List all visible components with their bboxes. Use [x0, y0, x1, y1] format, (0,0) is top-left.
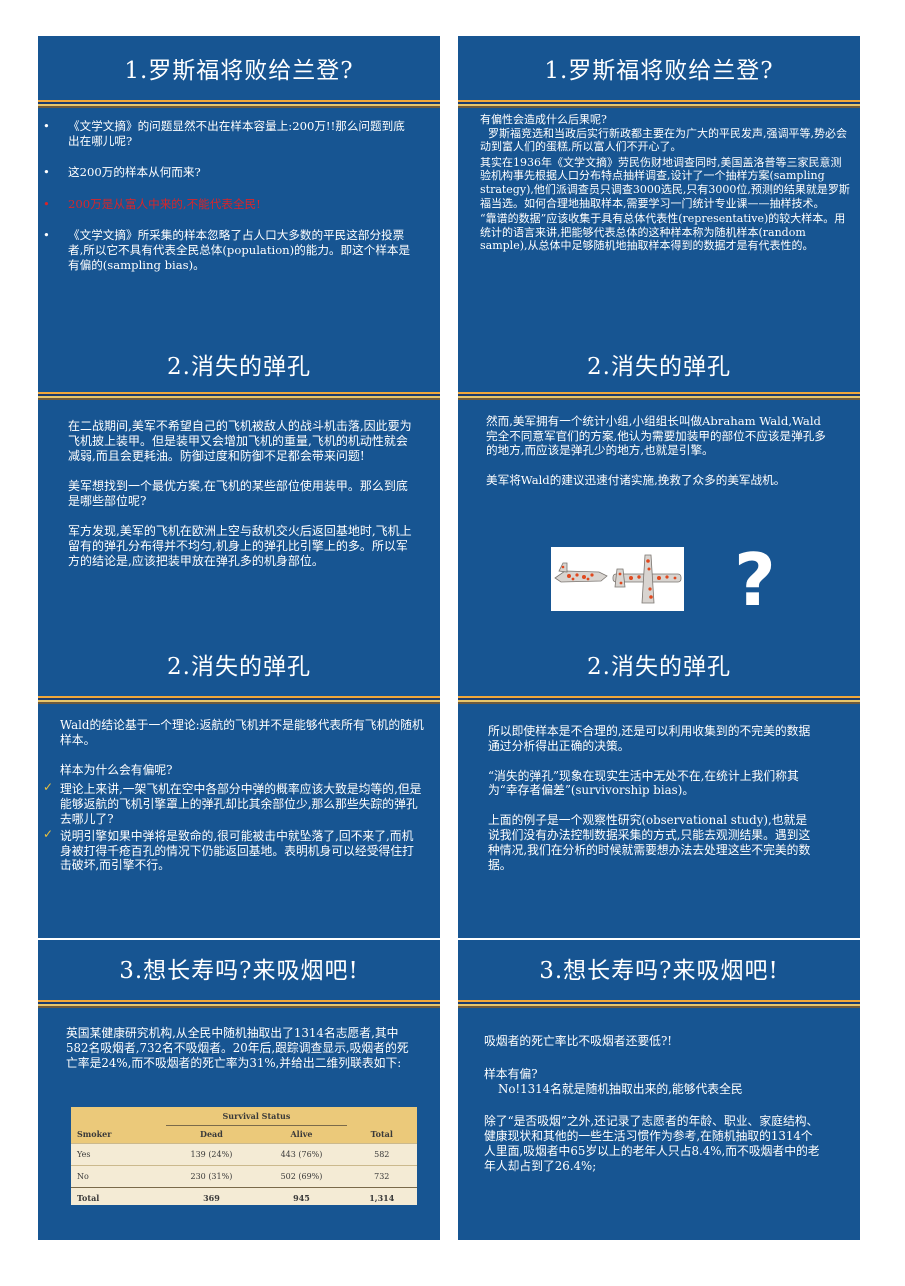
table-cell: 732 — [374, 1172, 390, 1181]
slide-title: 1.罗斯福将败给兰登? — [544, 58, 774, 84]
table-cell: No — [77, 1172, 89, 1181]
paragraph: 样本为什么会有偏呢? — [60, 762, 173, 777]
paragraph: “消失的弹孔”现象在现实生活中无处不在,在统计上我们称其为“幸存者偏差”(sur… — [488, 768, 799, 798]
table-group-header: Survival Status — [166, 1107, 347, 1126]
bullet-text: 这200万的样本从何而来? — [68, 165, 201, 180]
check-icon: ✓ — [43, 826, 54, 841]
paragraph: 所以即使样本是不合理的,还是可以利用收集到的不完美的数据通过分析得出正确的决策。 — [488, 724, 811, 753]
slide-body: 然而,美军拥有一个统计小组,小组组长叫做Abraham Wald,Wald完全不… — [458, 414, 860, 487]
slide-body: 所以即使样本是不合理的,还是可以利用收集到的不完美的数据通过分析得出正确的决策。… — [458, 724, 860, 872]
bomber-diagram-icon — [554, 554, 682, 604]
paragraph: 然而,美军拥有一个统计小组,小组组长叫做Abraham Wald,Wald完全不… — [486, 414, 826, 458]
title-divider — [38, 392, 440, 400]
slide-4: 2.消失的弹孔 然而,美军拥有一个统计小组,小组组长叫做Abraham Wald… — [458, 336, 860, 636]
aircraft-damage-image — [551, 547, 684, 611]
bullet-item-highlight: • 200万是从富人中来的,不能代表全民! — [38, 197, 440, 212]
slide-title: 1.罗斯福将败给兰登? — [124, 58, 354, 84]
bullet-item: • 《文学文摘》的问题显然不出在样本容量上:200万!!那么问题到底出在哪儿呢? — [38, 119, 440, 148]
paragraph: No!1314名就是随机抽取出来的,能够代表全民 — [498, 1081, 743, 1096]
table-header: Dead — [200, 1129, 223, 1140]
bullet-text: 《文学文摘》所采集的样本忽略了占人口大多数的平民这部分投票者,所以它不具有代表全… — [68, 228, 411, 272]
title-divider — [38, 100, 440, 108]
table-total-row: Total 369 945 1,314 — [71, 1187, 417, 1209]
slide-title: 3.想长寿吗?来吸烟吧! — [539, 958, 779, 984]
slide-body: 在二战期间,美军不希望自己的飞机被敌人的战斗机击落,因此要为飞机披上装甲。但是装… — [38, 419, 440, 569]
table-cell: Total — [77, 1193, 100, 1203]
title-divider — [458, 1000, 860, 1008]
table-row: Yes 139 (24%) 443 (76%) 582 — [71, 1143, 417, 1166]
title-divider — [38, 1000, 440, 1008]
table-cell: 1,314 — [369, 1193, 395, 1203]
check-item: ✓ 理论上来讲,一架飞机在空中各部分中弹的概率应该大致是均等的,但是能够返航的飞… — [43, 780, 424, 826]
table-cell: 582 — [374, 1150, 390, 1159]
paragraph: 有偏性会造成什么后果呢? — [480, 113, 607, 126]
title-divider — [458, 696, 860, 704]
check-icon: ✓ — [43, 780, 54, 795]
slide-body: Wald的结论基于一个理论:返航的飞机并不是能够代表所有飞机的随机样本。 样本为… — [38, 718, 440, 873]
table-cell: 443 (76%) — [280, 1150, 323, 1159]
paragraph: 除了“是否吸烟”之外,还记录了志愿者的年龄、职业、家庭结构、健康现状和其他的一些… — [484, 1114, 820, 1173]
check-text: 说明引擎如果中弹将是致命的,很可能被击中就坠落了,回不来了,而机身被打得千疮百孔… — [60, 828, 414, 873]
question-mark: ? — [734, 538, 776, 622]
table-header: Total — [370, 1129, 393, 1139]
table-row: No 230 (31%) 502 (69%) 732 — [71, 1165, 417, 1188]
paragraph: 美军将Wald的建议迅速付诸实施,挽救了众多的美军战机。 — [486, 472, 786, 487]
bullet-item: • 《文学文摘》所采集的样本忽略了占人口大多数的平民这部分投票者,所以它不具有代表… — [38, 228, 440, 272]
slide-body: 英国某健康研究机构,从全民中随机抽取出了1314名志愿者,其中582名吸烟者,7… — [38, 1026, 440, 1070]
paragraph: 美军想找到一个最优方案,在飞机的某些部位使用装甲。那么到底是哪些部位呢? — [68, 479, 408, 508]
bullet-marker: • — [43, 228, 50, 243]
check-text: 理论上来讲,一架飞机在空中各部分中弹的概率应该大致是均等的,但是能够返航的飞机引… — [60, 782, 422, 826]
table-header: Smoker — [77, 1129, 112, 1139]
bullet-text: 《文学文摘》的问题显然不出在样本容量上:200万!!那么问题到底出在哪儿呢? — [68, 119, 405, 148]
table-cell: Yes — [77, 1150, 91, 1159]
paragraph: 吸烟者的死亡率比不吸烟者还要低?! — [484, 1034, 673, 1048]
bullet-item: • 这200万的样本从何而来? — [38, 165, 440, 180]
survival-table: Survival Status Smoker Dead Alive Total … — [71, 1107, 417, 1205]
paragraph: 其实在1936年《文学文摘》劳民伤财地调查同时,美国盖洛普等三家民意测验机构事先… — [480, 155, 850, 210]
paragraph: Wald的结论基于一个理论:返航的飞机并不是能够代表所有飞机的随机样本。 — [60, 718, 424, 747]
table-header: Alive — [290, 1129, 313, 1140]
table-cell: 945 — [293, 1193, 310, 1203]
paragraph: 军方发现,美军的飞机在欧洲上空与敌机交火后返回基地时,飞机上留有的弹孔分布得并不… — [68, 524, 412, 568]
paragraph: 上面的例子是一个观察性研究(observational study),也就是说我… — [488, 813, 811, 872]
slide-7: 3.想长寿吗?来吸烟吧! 英国某健康研究机构,从全民中随机抽取出了1314名志愿… — [38, 940, 440, 1240]
title-divider — [38, 696, 440, 704]
bullet-marker: • — [43, 196, 50, 211]
paragraph: 在二战期间,美军不希望自己的飞机被敌人的战斗机击落,因此要为飞机披上装甲。但是装… — [68, 419, 412, 463]
slide-title: 3.想长寿吗?来吸烟吧! — [119, 958, 359, 984]
slide-6: 2.消失的弹孔 所以即使样本是不合理的,还是可以利用收集到的不完美的数据通过分析… — [458, 636, 860, 938]
slide-body: • 《文学文摘》的问题显然不出在样本容量上:200万!!那么问题到底出在哪儿呢? … — [38, 119, 440, 272]
table-cell: 139 (24%) — [190, 1150, 233, 1159]
paragraph: “靠谱的数据”应该收集于具有总体代表性(representative)的较大样本… — [480, 212, 846, 253]
bullet-marker: • — [43, 119, 50, 133]
check-item: ✓ 说明引擎如果中弹将是致命的,很可能被击中就坠落了,回不来了,而机身被打得千疮… — [43, 827, 424, 873]
slide-5: 2.消失的弹孔 Wald的结论基于一个理论:返航的飞机并不是能够代表所有飞机的随… — [38, 636, 440, 938]
slide-1: 1.罗斯福将败给兰登? • 《文学文摘》的问题显然不出在样本容量上:200万!!那… — [38, 36, 440, 336]
slide-body: 有偏性会造成什么后果呢? 罗斯福竞选和当政后实行新政都主要在为广大的平民发声,强… — [458, 113, 860, 253]
slide-title: 2.消失的弹孔 — [167, 354, 311, 380]
slide-title: 2.消失的弹孔 — [167, 654, 311, 680]
paragraph: 英国某健康研究机构,从全民中随机抽取出了1314名志愿者,其中582名吸烟者,7… — [66, 1026, 409, 1070]
slide-3: 2.消失的弹孔 在二战期间,美军不希望自己的飞机被敌人的战斗机击落,因此要为飞机… — [38, 336, 440, 636]
slide-8: 3.想长寿吗?来吸烟吧! 吸烟者的死亡率比不吸烟者还要低?! 样本有偏? No!… — [458, 940, 860, 1240]
slide-2: 1.罗斯福将败给兰登? 有偏性会造成什么后果呢? 罗斯福竞选和当政后实行新政都主… — [458, 36, 860, 336]
table-cell: 369 — [203, 1193, 220, 1203]
bullet-marker: • — [43, 165, 50, 180]
paragraph: 罗斯福竞选和当政后实行新政都主要在为广大的平民发声,强调平等,势必会动到富人们的… — [480, 126, 847, 154]
table-cell: 230 (31%) — [190, 1172, 233, 1181]
slide-title: 2.消失的弹孔 — [587, 354, 731, 380]
bullet-text: 200万是从富人中来的,不能代表全民! — [68, 196, 261, 211]
slide-body: 吸烟者的死亡率比不吸烟者还要低?! 样本有偏? No!1314名就是随机抽取出来… — [458, 1034, 860, 1174]
title-divider — [458, 392, 860, 400]
title-divider — [458, 100, 860, 108]
slide-title: 2.消失的弹孔 — [587, 654, 731, 680]
paragraph: 样本有偏? — [484, 1066, 538, 1081]
table-cell: 502 (69%) — [280, 1172, 323, 1181]
